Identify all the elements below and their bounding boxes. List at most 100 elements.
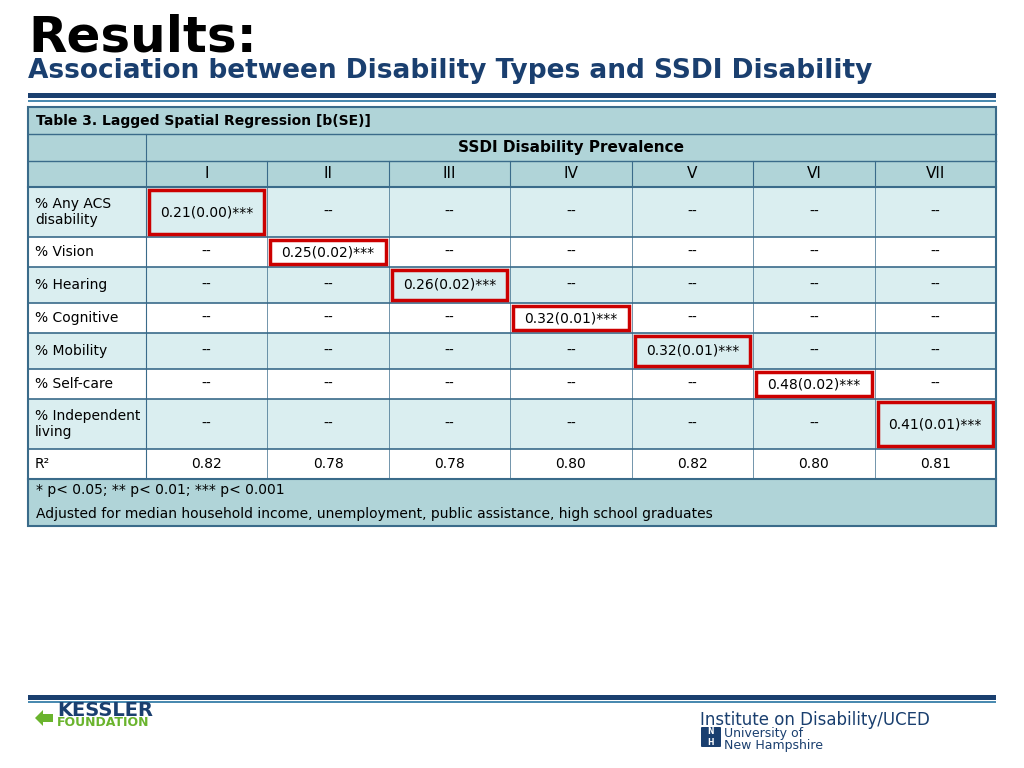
Text: --: -- — [931, 377, 940, 391]
Text: --: -- — [444, 344, 455, 358]
Text: VII: VII — [926, 167, 945, 181]
Text: --: -- — [687, 205, 697, 219]
Text: --: -- — [324, 417, 333, 431]
Text: Institute on Disability/UCED: Institute on Disability/UCED — [700, 711, 930, 729]
Bar — [150, 190, 264, 234]
Bar — [635, 336, 751, 366]
Bar — [28, 303, 996, 333]
Text: V: V — [687, 167, 697, 181]
Polygon shape — [35, 710, 53, 726]
Text: 0.82: 0.82 — [191, 457, 222, 471]
Text: --: -- — [566, 205, 575, 219]
Text: % Mobility: % Mobility — [35, 344, 108, 358]
Text: --: -- — [931, 245, 940, 259]
Bar — [28, 449, 996, 479]
Text: 0.78: 0.78 — [434, 457, 465, 471]
Bar — [28, 237, 996, 267]
Text: IV: IV — [563, 167, 579, 181]
Text: I: I — [205, 167, 209, 181]
Text: % Any ACS
disability: % Any ACS disability — [35, 197, 112, 227]
Text: 0.80: 0.80 — [799, 457, 829, 471]
Text: III: III — [442, 167, 457, 181]
Text: R²: R² — [35, 457, 50, 471]
Text: --: -- — [202, 245, 212, 259]
Text: --: -- — [687, 278, 697, 292]
Text: --: -- — [324, 311, 333, 325]
Text: --: -- — [931, 311, 940, 325]
Text: --: -- — [324, 344, 333, 358]
Text: % Self-care: % Self-care — [35, 377, 113, 391]
Text: % Vision: % Vision — [35, 245, 94, 259]
Bar — [28, 369, 996, 399]
Bar — [28, 701, 996, 703]
Text: --: -- — [809, 245, 819, 259]
Text: --: -- — [931, 278, 940, 292]
Text: Results:: Results: — [28, 13, 257, 61]
Text: * p< 0.05; ** p< 0.01; *** p< 0.001: * p< 0.05; ** p< 0.01; *** p< 0.001 — [36, 483, 285, 497]
Text: KESSLER: KESSLER — [57, 701, 153, 720]
Text: --: -- — [202, 278, 212, 292]
Text: % Hearing: % Hearing — [35, 278, 108, 292]
Text: II: II — [324, 167, 333, 181]
Text: --: -- — [324, 278, 333, 292]
Text: N
H: N H — [708, 727, 715, 746]
Bar — [270, 240, 386, 264]
Text: 0.32(0.01)***: 0.32(0.01)*** — [646, 344, 739, 358]
Text: --: -- — [202, 344, 212, 358]
Text: --: -- — [687, 245, 697, 259]
Text: 0.26(0.02)***: 0.26(0.02)*** — [403, 278, 497, 292]
Text: --: -- — [444, 377, 455, 391]
Bar — [28, 161, 996, 187]
Text: --: -- — [809, 311, 819, 325]
Text: --: -- — [202, 377, 212, 391]
Text: 0.80: 0.80 — [556, 457, 587, 471]
Bar — [28, 93, 996, 98]
Text: SSDI Disability Prevalence: SSDI Disability Prevalence — [458, 140, 684, 155]
Text: --: -- — [931, 344, 940, 358]
Text: --: -- — [444, 417, 455, 431]
Text: 0.81: 0.81 — [920, 457, 950, 471]
Bar — [28, 187, 996, 237]
Text: --: -- — [324, 205, 333, 219]
Text: 0.78: 0.78 — [312, 457, 343, 471]
Text: --: -- — [687, 417, 697, 431]
Text: --: -- — [687, 311, 697, 325]
Text: University of: University of — [724, 727, 803, 740]
Text: 0.41(0.01)***: 0.41(0.01)*** — [889, 417, 982, 431]
Text: --: -- — [566, 344, 575, 358]
Text: --: -- — [444, 245, 455, 259]
Text: 0.82: 0.82 — [677, 457, 708, 471]
Text: % Independent
living: % Independent living — [35, 409, 140, 439]
Text: --: -- — [809, 205, 819, 219]
Bar — [28, 479, 996, 526]
Bar — [28, 134, 996, 161]
Text: % Cognitive: % Cognitive — [35, 311, 119, 325]
Text: --: -- — [809, 344, 819, 358]
Text: FOUNDATION: FOUNDATION — [57, 717, 150, 730]
Text: --: -- — [566, 278, 575, 292]
Text: --: -- — [566, 245, 575, 259]
Text: --: -- — [324, 377, 333, 391]
Bar — [28, 100, 996, 102]
Text: Table 3. Lagged Spatial Regression [b(SE)]: Table 3. Lagged Spatial Regression [b(SE… — [36, 114, 371, 127]
Text: 0.32(0.01)***: 0.32(0.01)*** — [524, 311, 617, 325]
Text: Adjusted for median household income, unemployment, public assistance, high scho: Adjusted for median household income, un… — [36, 507, 713, 521]
Text: --: -- — [566, 417, 575, 431]
FancyBboxPatch shape — [701, 727, 721, 747]
Text: --: -- — [687, 377, 697, 391]
Text: --: -- — [444, 311, 455, 325]
Text: --: -- — [202, 417, 212, 431]
Text: --: -- — [931, 205, 940, 219]
Bar — [392, 270, 507, 300]
Text: 0.48(0.02)***: 0.48(0.02)*** — [767, 377, 860, 391]
Text: --: -- — [566, 377, 575, 391]
Bar — [28, 695, 996, 700]
Bar — [28, 267, 996, 303]
Bar — [878, 402, 993, 446]
Text: VI: VI — [807, 167, 821, 181]
Text: --: -- — [809, 278, 819, 292]
Bar — [28, 107, 996, 526]
Text: --: -- — [444, 205, 455, 219]
Text: New Hampshire: New Hampshire — [724, 739, 823, 752]
Text: --: -- — [809, 417, 819, 431]
